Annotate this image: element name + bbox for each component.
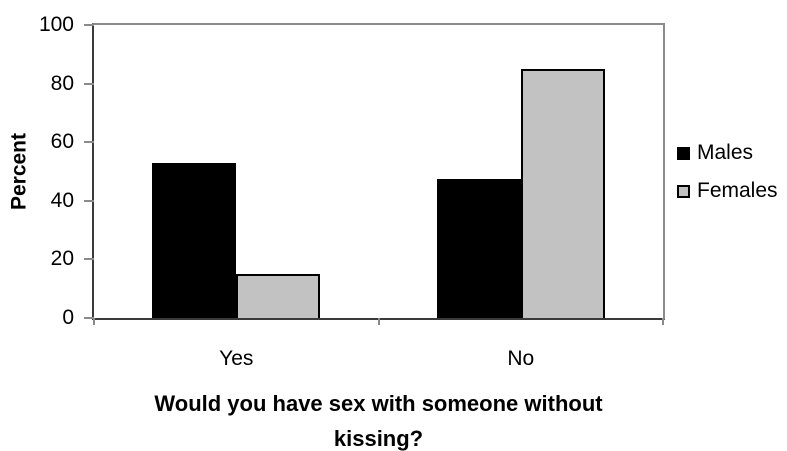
x-axis-title-line-1: Would you have sex with someone without — [154, 391, 603, 416]
bar-females-yes — [236, 274, 321, 318]
y-tick-60 — [84, 141, 94, 144]
legend-swatch-males-icon — [677, 146, 690, 160]
y-tick-label-40: 40 — [50, 188, 74, 212]
bar-males-no — [436, 179, 521, 318]
x-axis-title-line-2: kissing? — [333, 426, 424, 451]
bar-group-yes — [152, 163, 321, 318]
bar-females-no — [520, 69, 605, 318]
x-tick-1 — [377, 318, 380, 325]
x-axis-title: Would you have sex with someone without … — [94, 386, 663, 451]
y-tick-100 — [84, 24, 94, 26]
y-tick-label-20: 20 — [50, 247, 74, 271]
legend: Males Females — [677, 141, 778, 203]
y-tick-40 — [84, 199, 94, 202]
y-tick-0 — [84, 317, 94, 319]
legend-label-males: Males — [697, 141, 754, 164]
y-tick-label-0: 0 — [62, 306, 74, 329]
bar-males-yes — [152, 163, 237, 318]
y-tick-20 — [84, 258, 94, 261]
y-tick-label-80: 80 — [50, 71, 74, 95]
y-tick-label-60: 60 — [50, 130, 74, 154]
legend-item-males: Males — [677, 141, 778, 165]
legend-swatch-females-icon — [677, 184, 690, 198]
legend-label-females: Females — [697, 179, 778, 202]
y-tick-label-100: 100 — [38, 13, 74, 36]
y-tick-80 — [84, 82, 94, 85]
category-label-yes: Yes — [219, 347, 254, 370]
plot-area — [92, 23, 665, 320]
x-tick-0 — [93, 318, 95, 325]
category-label-no: No — [507, 347, 535, 370]
x-tick-2 — [662, 318, 664, 325]
bar-group-no — [436, 69, 605, 318]
legend-item-females: Females — [677, 179, 778, 203]
